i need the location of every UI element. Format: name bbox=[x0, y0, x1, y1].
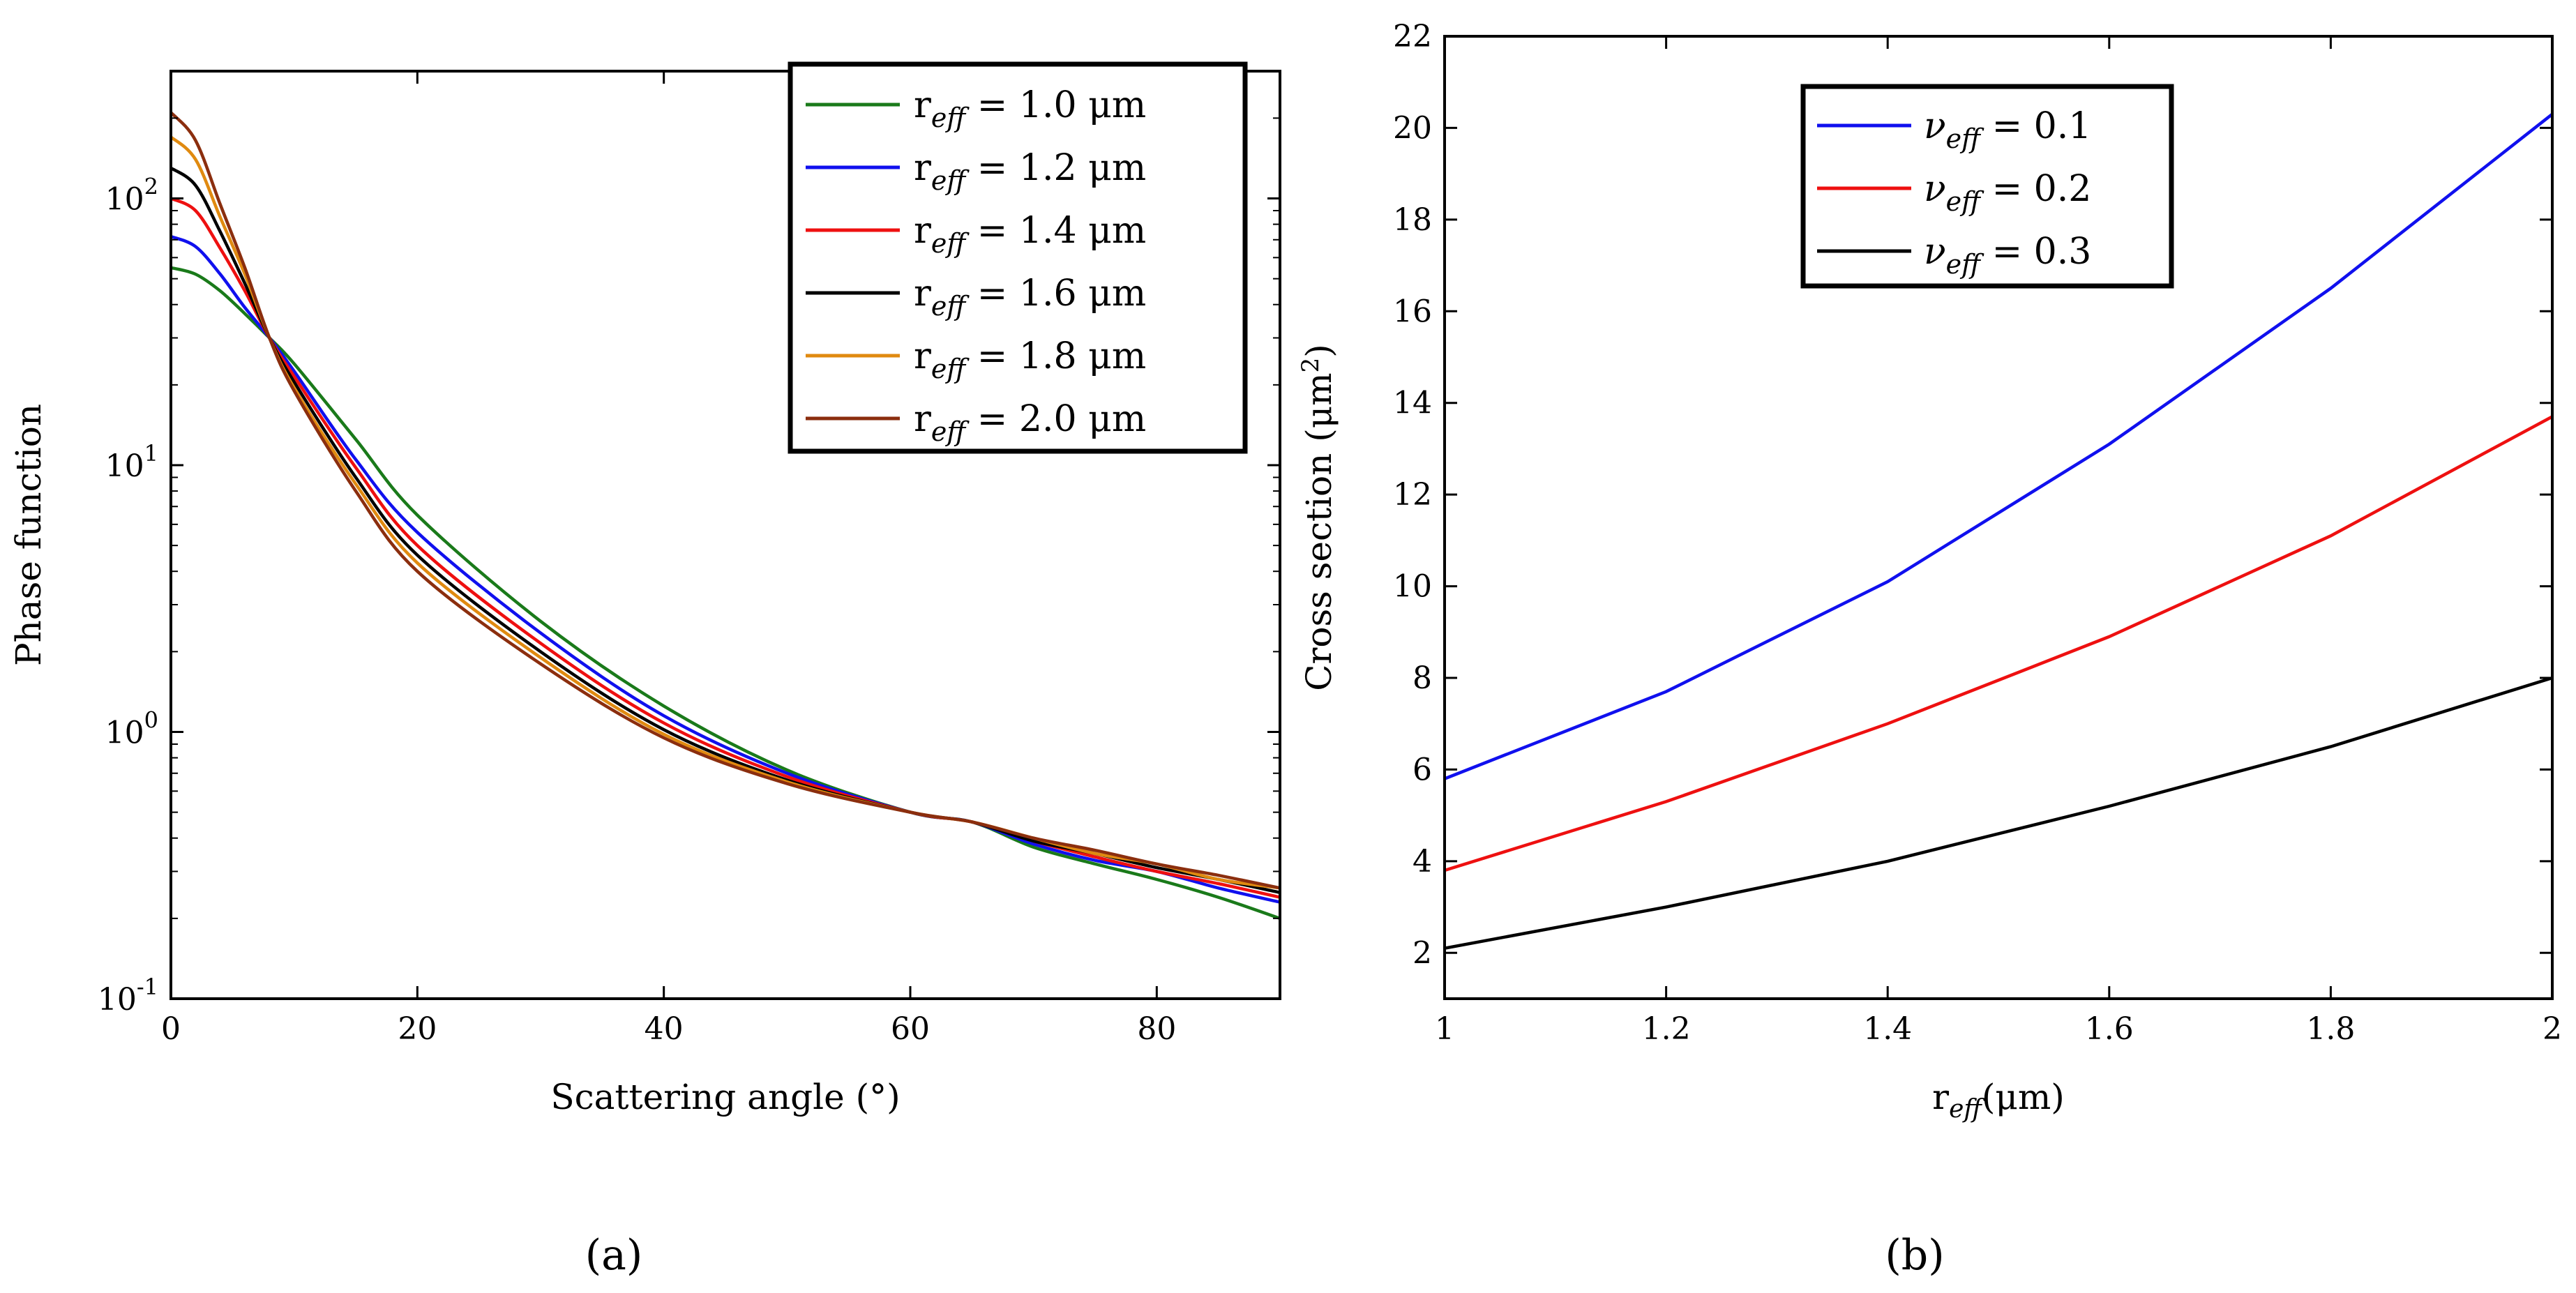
panel-b-series-line-3 bbox=[1444, 676, 2553, 950]
panel-a-y-tick-label: 102 bbox=[105, 173, 158, 217]
panel-a-x-tick-label: 80 bbox=[1137, 1011, 1176, 1047]
panel-b-y-tick-label: 6 bbox=[1413, 752, 1432, 787]
panel-b-y-tick-label: 12 bbox=[1393, 477, 1432, 513]
panel-a-y-tick-label: 101 bbox=[105, 440, 158, 484]
panel-b-y-tick-label: 4 bbox=[1413, 844, 1432, 879]
panel-b-x-ticks: 1 1.2 1.4 1.6 1.8 2 bbox=[1435, 36, 2562, 1047]
panel-a-y-ticks: 10-1 100 101 102 bbox=[98, 70, 1280, 1018]
panel-a-x-tick-label: 0 bbox=[161, 1011, 181, 1047]
panel-b-y-ticks: 2 4 6 8 10 12 14 16 18 20 22 bbox=[1393, 19, 2552, 971]
panel-b-y-tick-label: 2 bbox=[1413, 935, 1432, 971]
panel-b-x-tick-label: 1.2 bbox=[1642, 1011, 1691, 1047]
panel-a-legend-entry: reff = 1.8 μm bbox=[914, 335, 1146, 384]
panel-b-y-tick-label: 16 bbox=[1393, 294, 1432, 329]
panel-b-series-line-1 bbox=[1444, 112, 2554, 780]
panel-b-x-tick-label: 2 bbox=[2543, 1011, 2562, 1047]
panel-b-x-tick-label: 1.6 bbox=[2085, 1011, 2134, 1047]
panel-b-y-tick-label: 22 bbox=[1393, 19, 1432, 54]
panel-b-x-tick-label: 1.4 bbox=[1863, 1011, 1912, 1047]
panel-b-y-tick-label: 8 bbox=[1413, 660, 1432, 696]
panel-b-x-axis-label: reff(μm) bbox=[1932, 1077, 2065, 1124]
panel-a-legend-box bbox=[788, 61, 1248, 454]
panel-b-x-tick-label: 1.8 bbox=[2306, 1011, 2355, 1047]
panel-b-plot-frame bbox=[1443, 35, 2554, 1000]
panel-b-label: (b) bbox=[1885, 1231, 1944, 1280]
panel-b-y-tick-label: 10 bbox=[1393, 569, 1432, 605]
panel-a-plot-frame bbox=[170, 70, 1281, 1000]
panel-b-legend: νeff = 0.1 νeff = 0.2 νeff = 0.3 bbox=[1800, 84, 2174, 289]
panel-b-legend-entry: νeff = 0.1 bbox=[1924, 105, 2091, 154]
panel-a-series-line-6 bbox=[170, 111, 1281, 890]
panel-a-legend-entry: reff = 1.0 μm bbox=[914, 84, 1146, 133]
panel-a-series-line-2 bbox=[170, 234, 1281, 904]
panel-b-series-line-2 bbox=[1444, 415, 2554, 872]
panel-b-chart: 1 1.2 1.4 1.6 1.8 2 2 4 6 8 10 12 14 16 18 20 22 reff(μ… bbox=[1297, 19, 2562, 1124]
panel-a-legend: reff = 1.0 μm reff = 1.2 μm reff = 1.4 μm r… bbox=[788, 61, 1248, 454]
panel-a-y-tick-label: 10-1 bbox=[98, 974, 158, 1018]
panel-a-x-ticks: 0 20 40 60 80 bbox=[161, 71, 1176, 1047]
panel-b-legend-entry: νeff = 0.3 bbox=[1924, 231, 2091, 280]
panel-a-legend-entry: reff = 2.0 μm bbox=[914, 398, 1146, 447]
panel-b-y-axis-label: Cross section (μm2) bbox=[1297, 344, 1339, 691]
panel-b-y-tick-label: 14 bbox=[1393, 386, 1432, 421]
panel-a-series-lines bbox=[170, 111, 1281, 921]
panel-a-y-axis-label: Phase function bbox=[8, 404, 49, 666]
panel-b-y-tick-label: 20 bbox=[1393, 110, 1432, 146]
panel-a-x-tick-label: 40 bbox=[645, 1011, 684, 1047]
panel-a-legend-entry: reff = 1.4 μm bbox=[914, 210, 1146, 259]
panel-a-legend-entry: reff = 1.2 μm bbox=[914, 147, 1146, 196]
panel-a-label: (a) bbox=[585, 1231, 643, 1280]
panel-b-x-tick-label: 1 bbox=[1435, 1011, 1454, 1047]
panel-a-chart: 0 20 40 60 80 10-1 100 101 102 Scattering angle… bbox=[8, 61, 1281, 1117]
panel-a-x-tick-label: 20 bbox=[398, 1011, 437, 1047]
panel-a-y-tick-label: 100 bbox=[105, 706, 158, 750]
panel-a-series-line-3 bbox=[170, 197, 1281, 899]
panel-b-y-tick-label: 18 bbox=[1393, 202, 1432, 238]
panel-b-series-lines bbox=[1444, 112, 2554, 950]
panel-a-x-tick-label: 60 bbox=[891, 1011, 930, 1047]
panel-a-legend-entry: reff = 1.6 μm bbox=[914, 273, 1146, 322]
panel-b-legend-entry: νeff = 0.2 bbox=[1924, 168, 2091, 217]
panel-a-x-axis-label: Scattering angle (°) bbox=[550, 1077, 900, 1117]
